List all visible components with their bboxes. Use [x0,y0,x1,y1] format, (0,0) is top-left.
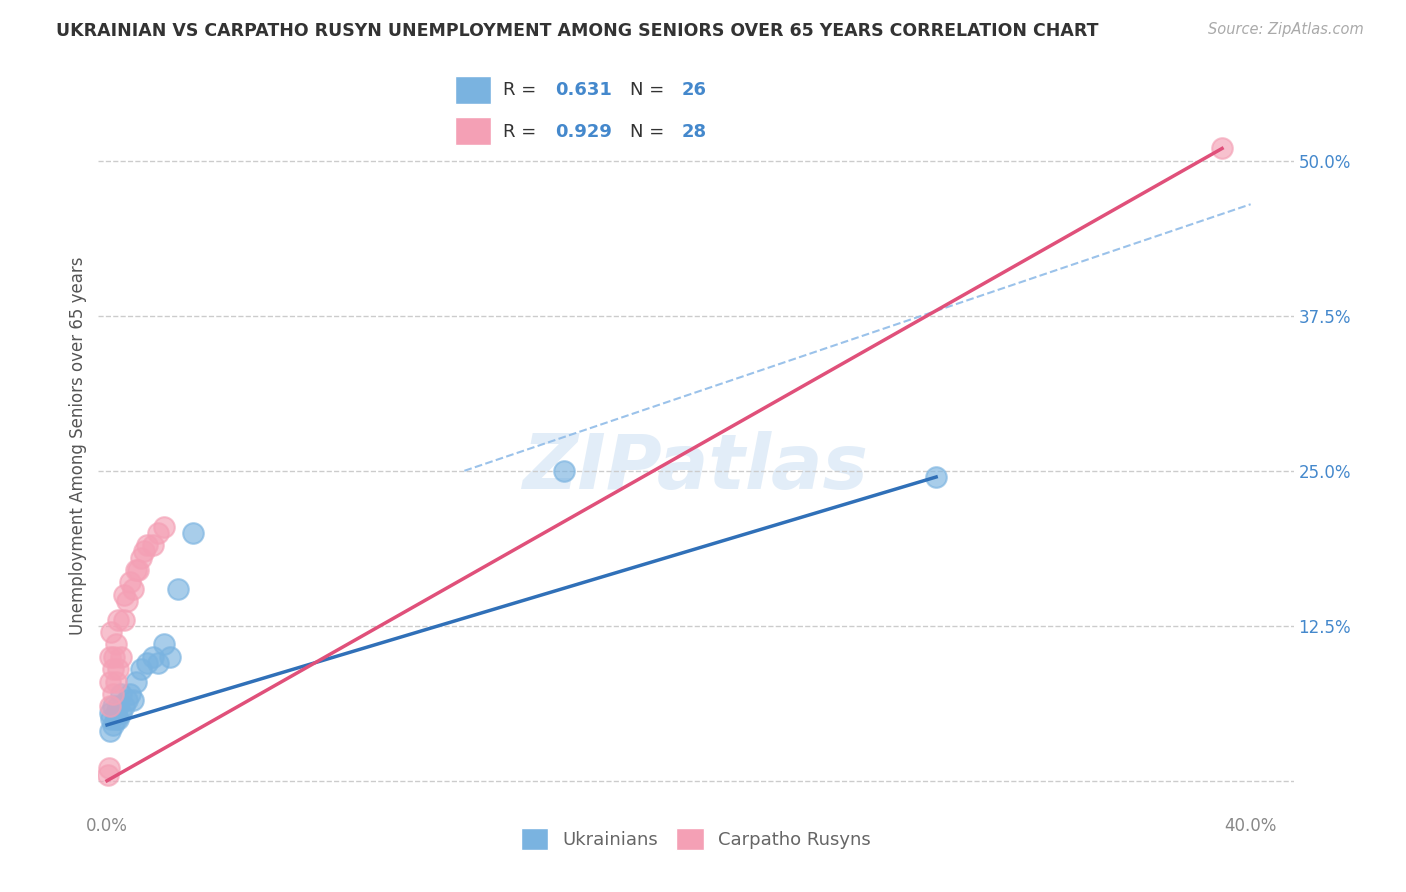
Point [112,613,135,627]
FancyBboxPatch shape [456,117,491,145]
Point [142,538,165,552]
Point [925,470,948,484]
Point [136,538,159,552]
Point [101,662,124,676]
Point [181,525,204,540]
Point [127,563,149,577]
Point [115,693,138,707]
Point [97,767,120,781]
Text: N =: N = [630,123,671,141]
Point [1211,141,1233,155]
Point [153,637,176,651]
Point [142,649,165,664]
Text: R =: R = [503,81,543,99]
Point [118,687,141,701]
Point [107,712,129,726]
Text: R =: R = [503,123,543,141]
Point [100,712,122,726]
Point [104,674,127,689]
Point [98,699,121,714]
Point [131,662,153,676]
Point [98,706,121,720]
Point [107,662,129,676]
Text: Source: ZipAtlas.com: Source: ZipAtlas.com [1208,22,1364,37]
Point [98,724,121,739]
Text: 28: 28 [682,123,707,141]
Point [101,718,124,732]
Point [112,699,135,714]
Text: ZIPatlas: ZIPatlas [523,431,869,505]
Point [131,550,153,565]
Point [153,519,176,533]
Text: 0.929: 0.929 [555,123,612,141]
Point [98,674,121,689]
Point [98,761,121,775]
Text: 0.631: 0.631 [555,81,612,99]
Point [98,649,121,664]
Y-axis label: Unemployment Among Seniors over 65 years: Unemployment Among Seniors over 65 years [69,257,87,635]
Point [112,588,135,602]
Point [107,699,129,714]
Point [121,693,143,707]
Text: N =: N = [630,81,671,99]
Point [110,649,132,664]
Point [115,594,138,608]
Point [124,563,146,577]
Point [121,582,143,596]
Point [134,544,156,558]
Point [101,687,124,701]
Point [136,656,159,670]
Point [118,575,141,590]
Point [104,706,127,720]
Text: UKRAINIAN VS CARPATHO RUSYN UNEMPLOYMENT AMONG SENIORS OVER 65 YEARS CORRELATION: UKRAINIAN VS CARPATHO RUSYN UNEMPLOYMENT… [56,22,1098,40]
Point [103,649,125,664]
Point [167,582,190,596]
Legend: Ukrainians, Carpatho Rusyns: Ukrainians, Carpatho Rusyns [515,821,877,857]
FancyBboxPatch shape [456,76,491,104]
Point [148,525,170,540]
Point [124,674,146,689]
Point [148,656,170,670]
Point [104,712,127,726]
Point [553,464,575,478]
Point [104,637,127,651]
Point [110,706,132,720]
Point [159,649,181,664]
Point [100,624,122,639]
Point [101,699,124,714]
Point [110,687,132,701]
Point [107,613,129,627]
Text: 26: 26 [682,81,707,99]
